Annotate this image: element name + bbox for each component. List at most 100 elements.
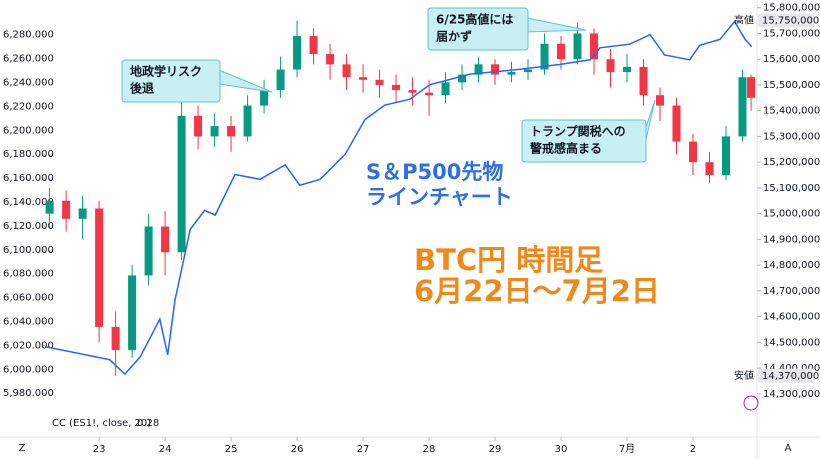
- x-tick-label: 23: [93, 444, 106, 455]
- y-tick-label: 15,200,000: [763, 157, 820, 168]
- candle-body: [639, 66, 648, 96]
- candle-body: [524, 69, 533, 73]
- y2-tick-label: 6,200.000: [3, 125, 54, 136]
- candle-body: [375, 79, 384, 85]
- candle-body: [672, 105, 681, 142]
- candle-body: [78, 208, 87, 219]
- candle-body: [210, 126, 219, 137]
- annotation-text: トランプ関税への: [530, 124, 626, 139]
- annotation-box: [521, 119, 647, 163]
- low_marker-label: 14,370,000: [762, 371, 819, 382]
- x-tick-label: 29: [489, 444, 502, 455]
- y-tick-label: 14,600,000: [763, 312, 820, 323]
- high_marker-box: [758, 13, 814, 28]
- candle-body: [392, 84, 401, 91]
- candle-body: [688, 141, 697, 163]
- annotation-box: [121, 59, 221, 103]
- y-tick-label: 14,400,000: [763, 363, 820, 374]
- annotation-text: 警戒感高まる: [529, 141, 602, 156]
- candle-body: [194, 115, 203, 137]
- y-tick-label: 15,400,000: [763, 106, 820, 117]
- indicator-value: 0.28: [137, 418, 159, 429]
- y-tick-label: 15,100,000: [763, 183, 820, 194]
- y2-tick-label: 6,180.000: [3, 149, 54, 160]
- line-caption: ラインチャート: [366, 185, 513, 209]
- y-tick-label: 15,000,000: [763, 209, 820, 220]
- annotation-text: 届かず: [436, 29, 472, 44]
- y-tick-label: 15,700,000: [763, 28, 820, 39]
- y2-tick-label: 6,160.000: [3, 173, 54, 184]
- y-tick-label: 14,800,000: [763, 260, 820, 271]
- annotation-box: [427, 7, 529, 51]
- x-tick-label: 27: [357, 444, 370, 455]
- y2-tick-label: 6,060.000: [3, 293, 54, 304]
- candle-body: [408, 90, 417, 93]
- chart-caption: 6月22日〜7月2日: [414, 274, 660, 308]
- y-tick-label: 15,800,000: [763, 3, 820, 14]
- candle-body: [747, 77, 756, 98]
- candle-body: [62, 200, 71, 219]
- candle-body: [491, 64, 500, 75]
- y-tick-label: 14,700,000: [763, 286, 820, 297]
- chart-caption: BTC円 時間足: [414, 243, 603, 277]
- y2-tick-label: 5,980.000: [3, 388, 54, 399]
- candle-body: [507, 72, 516, 75]
- y2-tick-label: 6,240.000: [3, 77, 54, 88]
- candle-body: [177, 115, 186, 253]
- annotation-text: 6/25高値には: [436, 12, 513, 27]
- candle-body: [705, 162, 714, 176]
- candle-body: [342, 64, 351, 78]
- candle-body: [309, 36, 318, 55]
- candle-body: [606, 59, 615, 73]
- candle-body: [293, 36, 302, 70]
- candle-body: [721, 136, 730, 176]
- candle-body: [45, 200, 54, 214]
- candle-body: [573, 33, 582, 60]
- candle-body: [326, 54, 335, 65]
- line-caption: S＆P500先物: [366, 160, 503, 184]
- y2-tick-label: 6,120.000: [3, 221, 54, 232]
- annotation-text: 後退: [130, 81, 154, 96]
- high_marker-text: 高値: [734, 14, 754, 27]
- y2-tick-label: 6,040.000: [3, 316, 54, 327]
- y2-tick-label: 6,080.000: [3, 269, 54, 280]
- low_marker-text: 安値: [734, 369, 754, 382]
- candle-body: [590, 33, 599, 60]
- candle-body: [425, 92, 434, 96]
- y-tick-label: 15,300,000: [763, 131, 820, 142]
- alert-icon[interactable]: [743, 395, 759, 411]
- candle-body: [227, 126, 236, 137]
- y-tick-label: 14,300,000: [763, 389, 820, 400]
- y2-tick-label: 6,220.000: [3, 101, 54, 112]
- candle-body: [144, 226, 153, 276]
- x-tick-label: 26: [291, 444, 304, 455]
- auto-button[interactable]: A: [785, 443, 792, 454]
- sp500-line: [44, 20, 753, 376]
- indicator-label: CC (ES1!, close, 20): [52, 418, 151, 429]
- x-tick-label: 7月: [619, 443, 635, 455]
- y2-tick-label: 6,100.000: [3, 245, 54, 256]
- y2-tick-label: 6,000.000: [3, 364, 54, 375]
- y2-tick-label: 6,280.000: [3, 30, 54, 41]
- candle-body: [359, 77, 368, 80]
- candle-body: [161, 226, 170, 253]
- x-tick-label: 25: [225, 444, 238, 455]
- zoom-button[interactable]: Z: [19, 443, 26, 454]
- y2-tick-label: 6,140.000: [3, 197, 54, 208]
- candle-body: [276, 69, 285, 91]
- candle-body: [623, 66, 632, 73]
- y-tick-label: 15,500,000: [763, 80, 820, 91]
- candle-body: [474, 64, 483, 75]
- candle-body: [260, 90, 269, 106]
- x-tick-label: 2: [690, 444, 696, 455]
- y-tick-label: 14,500,000: [763, 337, 820, 348]
- high_marker-label: 15,750,000: [762, 16, 819, 27]
- candle-body: [111, 326, 120, 351]
- y2-tick-label: 6,020.000: [3, 340, 54, 351]
- candle-body: [128, 275, 137, 351]
- candle-body: [540, 43, 549, 70]
- candle-body: [95, 208, 104, 327]
- annotation-text: 地政学リスク: [130, 64, 202, 79]
- x-tick-label: 30: [555, 444, 568, 455]
